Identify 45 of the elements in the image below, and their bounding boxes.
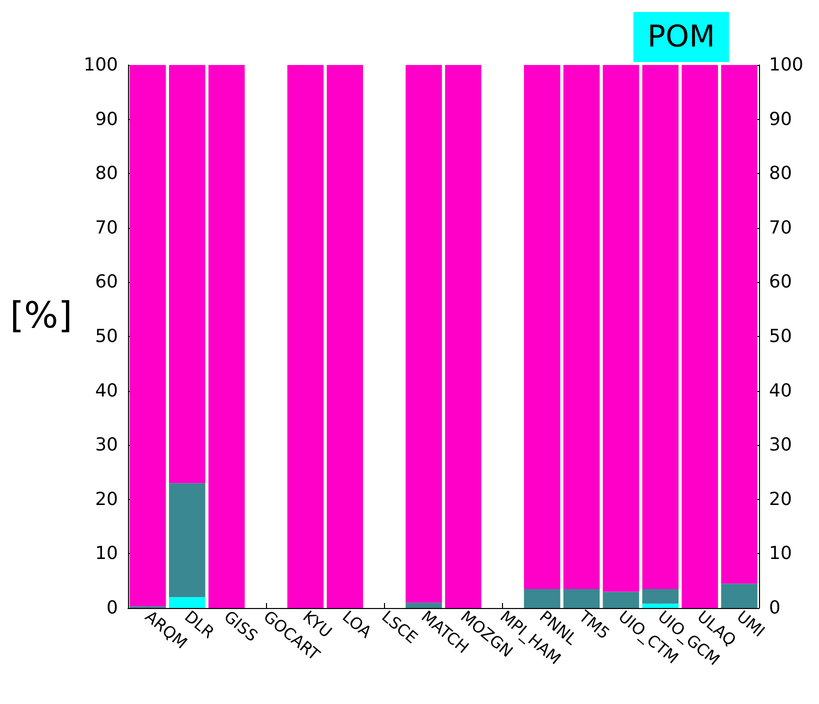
bar [721, 584, 758, 608]
y2-tick-label: 30 [769, 434, 792, 456]
bar [169, 483, 206, 598]
bar [524, 588, 560, 608]
bar [169, 65, 206, 484]
y-tick-label: 70 [95, 217, 118, 238]
bar [602, 592, 640, 608]
y2-tick-label: 20 [769, 488, 792, 510]
y-tick-label: 10 [95, 543, 118, 564]
y-tick-label: 50 [95, 326, 118, 347]
bar [208, 65, 245, 608]
y-tick-label: 20 [95, 488, 118, 510]
y-tick-label: 100 [84, 54, 118, 76]
y-tick-label: 80 [95, 163, 118, 184]
y2-tick-label: 60 [769, 272, 792, 293]
y2-tick-label: 70 [769, 217, 792, 238]
bar [406, 65, 442, 603]
y2-tick-label: 40 [769, 380, 792, 402]
y-tick-label: 40 [95, 380, 118, 402]
y-tick-label: 30 [95, 434, 118, 456]
y-tick-label: 90 [95, 108, 118, 130]
bar [721, 65, 758, 584]
y-tick-label: 60 [95, 272, 118, 293]
bar [642, 588, 679, 604]
y2-tick-label: 10 [769, 543, 792, 564]
bar [563, 588, 600, 608]
y-tick-label: 0 [106, 598, 118, 618]
chart-title: POM [647, 20, 716, 54]
bar [445, 65, 482, 608]
bar [642, 65, 679, 589]
bar [169, 597, 206, 608]
bar [602, 65, 640, 592]
y2-tick-label: 90 [769, 108, 792, 130]
y2-tick-label: 0 [769, 598, 780, 618]
bar [406, 602, 442, 608]
bar [524, 65, 560, 589]
y2-tick-label: 80 [769, 163, 792, 184]
bar [682, 65, 718, 608]
y-axis-title: [%] [10, 296, 72, 336]
bar [287, 65, 324, 608]
bar [326, 65, 364, 608]
bar [642, 604, 679, 608]
y2-tick-label: 50 [769, 326, 792, 347]
y2-tick-label: 100 [769, 54, 804, 76]
bar [563, 65, 600, 589]
